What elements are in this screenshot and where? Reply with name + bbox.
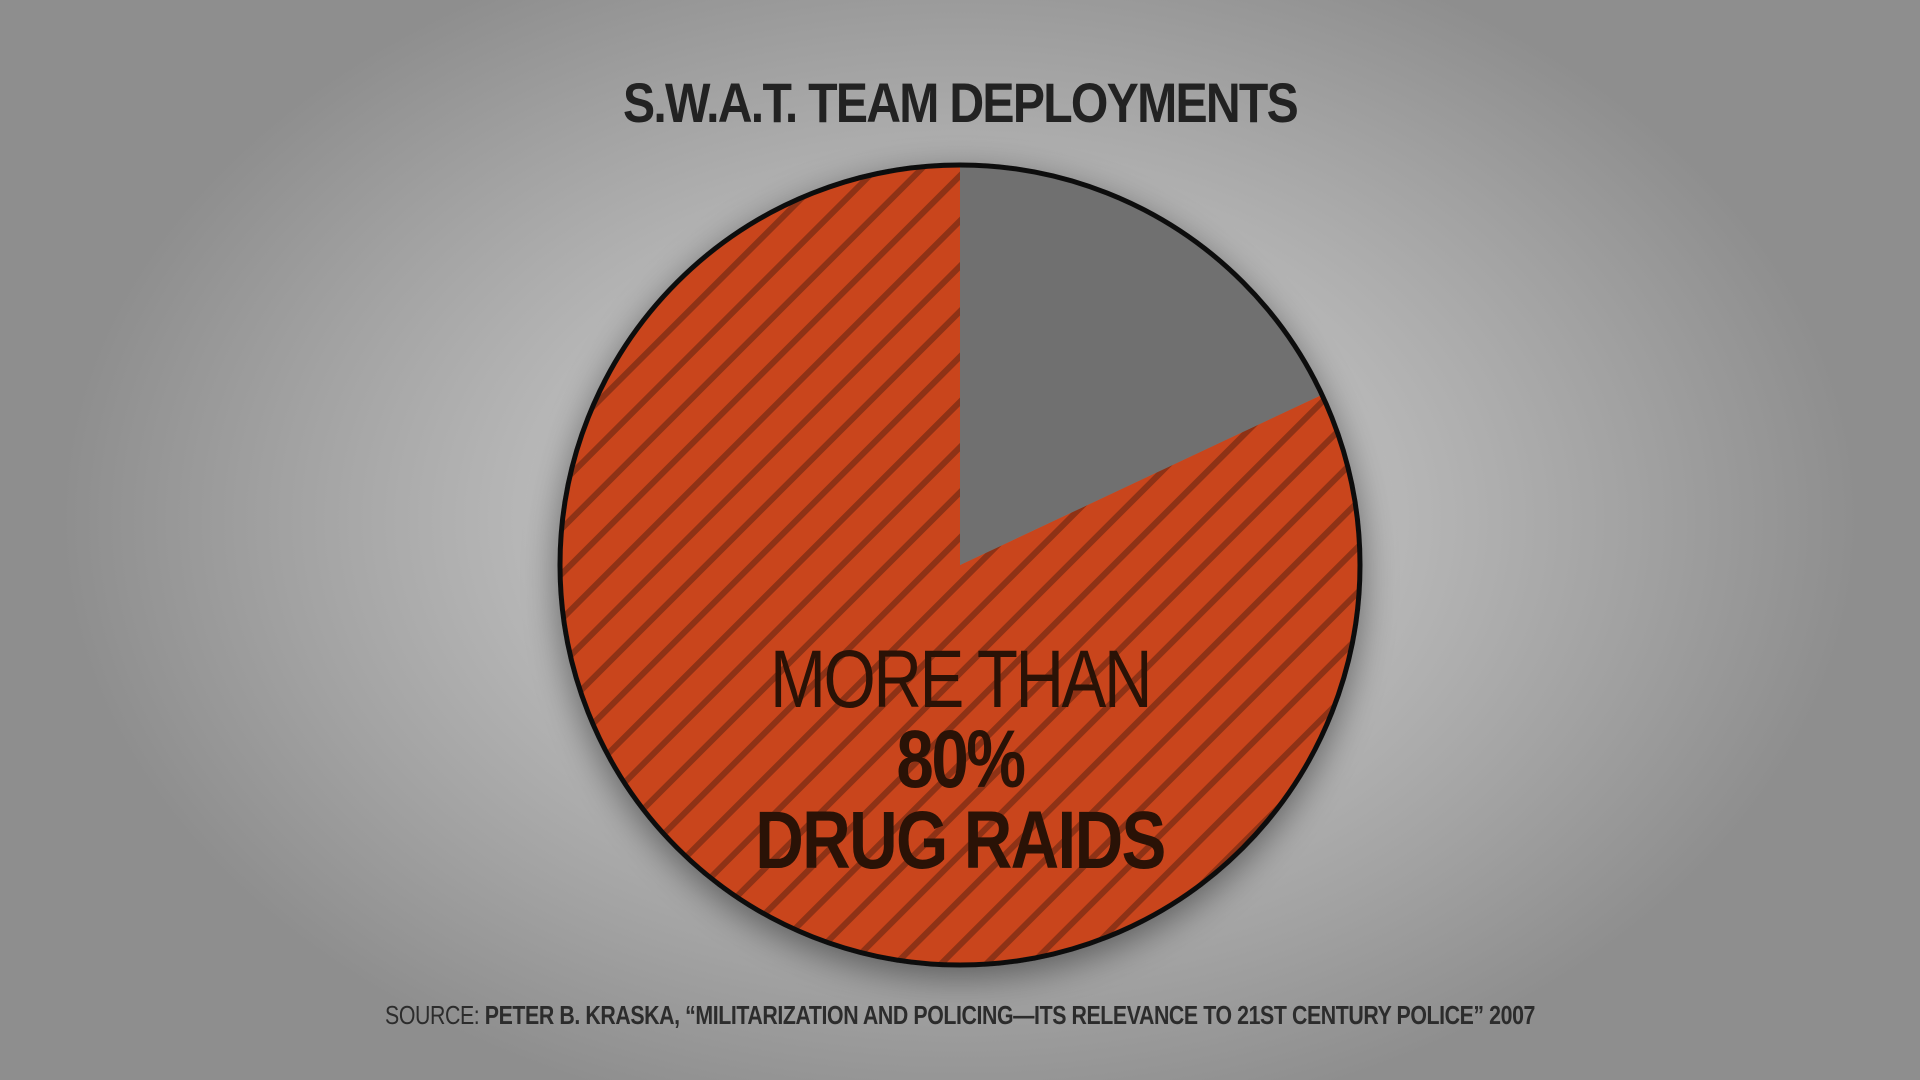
chart-title: S.W.A.T. TEAM DEPLOYMENTS (622, 71, 1299, 134)
pie-outline (557, 162, 1363, 968)
slice-label-percent: 80% (896, 714, 1026, 806)
pie-slice-other (960, 165, 1322, 565)
source-note: SOURCE: PETER B. KRASKA, “MILITARIZATION… (173, 1000, 1747, 1031)
source-text: PETER B. KRASKA, “MILITARIZATION AND POL… (484, 1000, 1536, 1030)
source-prefix: SOURCE: (385, 1000, 485, 1030)
pie-slice-label: MORE THAN 80% DRUG RAIDS (714, 639, 1206, 886)
slice-label-category: DRUG RAIDS (755, 794, 1166, 886)
slice-label-prefix: MORE THAN (769, 634, 1153, 725)
